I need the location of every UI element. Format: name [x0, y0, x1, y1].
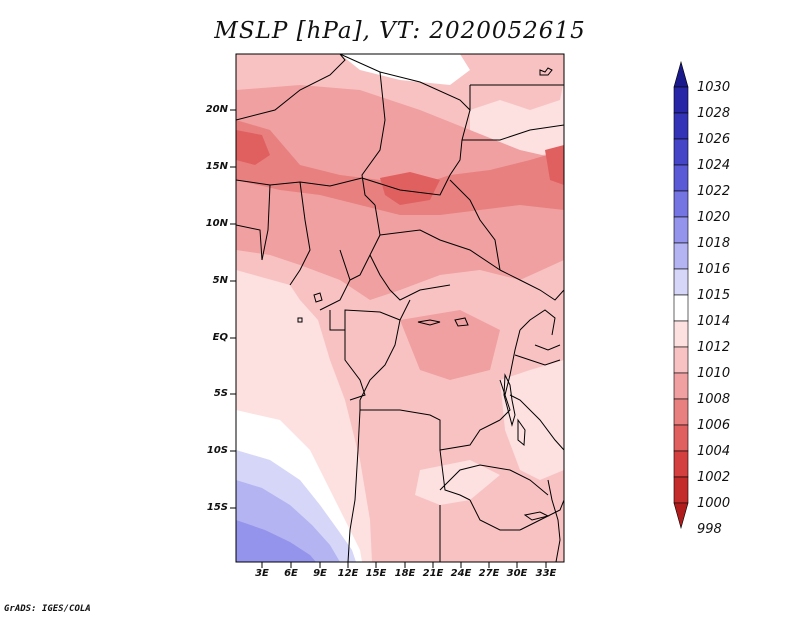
country-borders	[236, 54, 564, 562]
y-axis-label: 10S	[206, 445, 228, 456]
pressure-region-1012-south	[415, 460, 500, 505]
y-axis-label: 15N	[205, 161, 228, 172]
colorbar-swatch	[673, 138, 689, 166]
y-axis-label: 5S	[213, 388, 228, 399]
colorbar-swatch	[673, 372, 689, 400]
y-axis-label: 10N	[205, 218, 228, 229]
colorbar-label: 1024	[697, 158, 731, 173]
x-axis-label: 18E	[394, 568, 416, 579]
pressure-field	[236, 54, 564, 562]
colorbar-swatch	[673, 268, 689, 296]
x-axis-label: 33E	[535, 568, 557, 579]
pressure-region-1004-west	[236, 130, 270, 165]
map-frame	[235, 53, 565, 563]
colorbar-label: 1015	[697, 288, 731, 303]
x-axis-label: 9E	[313, 568, 327, 579]
map-title: MSLP [hPa], VT: 2020052615	[214, 18, 586, 44]
colorbar-swatch	[673, 190, 689, 218]
colorbar-label: 1012	[697, 340, 731, 355]
colorbar-swatch	[673, 86, 689, 114]
colorbar-label: 998	[697, 522, 722, 537]
x-axis-label: 30E	[506, 568, 528, 579]
colorbar-swatch	[673, 242, 689, 270]
colorbar-swatch	[673, 398, 689, 426]
colorbar-label: 1008	[697, 392, 731, 407]
x-axis-label: 3E	[255, 568, 269, 579]
colorbar-bottom-arrow	[673, 502, 689, 530]
pressure-region-1006	[236, 120, 564, 215]
colorbar-swatch	[673, 424, 689, 452]
pressure-region-1014-north	[340, 54, 470, 85]
y-axis-label: 5N	[212, 275, 228, 286]
pressure-region-1008-center	[400, 310, 500, 380]
lakes	[297, 67, 553, 521]
colorbar-swatch	[673, 112, 689, 140]
colorbar-swatch	[673, 320, 689, 348]
y-axis-label: EQ	[212, 332, 228, 343]
pressure-region-1004-east	[545, 145, 564, 185]
colorbar-label: 1020	[697, 210, 731, 225]
credit-text: GrADS: IGES/COLA	[4, 604, 91, 614]
colorbar-label: 1028	[697, 106, 731, 121]
colorbar-label: 1026	[697, 132, 731, 147]
pressure-region-1020	[236, 520, 316, 562]
colorbar	[673, 60, 689, 530]
y-axis-label: 20N	[205, 104, 228, 115]
colorbar-label: 1000	[697, 496, 731, 511]
x-axis-label: 12E	[337, 568, 359, 579]
axis-ticks	[230, 109, 547, 568]
colorbar-label: 1002	[697, 470, 731, 485]
colorbar-swatch	[673, 164, 689, 192]
x-axis-label: 21E	[422, 568, 444, 579]
x-axis-label: 6E	[284, 568, 298, 579]
colorbar-swatch	[673, 346, 689, 374]
colorbar-swatch	[673, 294, 689, 322]
x-axis-label: 24E	[450, 568, 472, 579]
colorbar-label: 1006	[697, 418, 731, 433]
pressure-region-1012-east	[500, 360, 564, 480]
x-axis-label: 15E	[365, 568, 387, 579]
colorbar-label: 1022	[697, 184, 731, 199]
colorbar-top-arrow	[673, 60, 689, 88]
colorbar-label: 1016	[697, 262, 731, 277]
colorbar-label: 1014	[697, 314, 731, 329]
colorbar-swatch	[673, 476, 689, 504]
y-axis-label: 15S	[206, 502, 228, 513]
colorbar-label: 1018	[697, 236, 731, 251]
colorbar-label: 1004	[697, 444, 731, 459]
pressure-region-1004-center	[380, 172, 440, 205]
colorbar-label: 1030	[697, 80, 731, 95]
colorbar-swatch	[673, 450, 689, 478]
colorbar-label: 1010	[697, 366, 731, 381]
x-axis-label: 27E	[478, 568, 500, 579]
colorbar-swatch	[673, 216, 689, 244]
